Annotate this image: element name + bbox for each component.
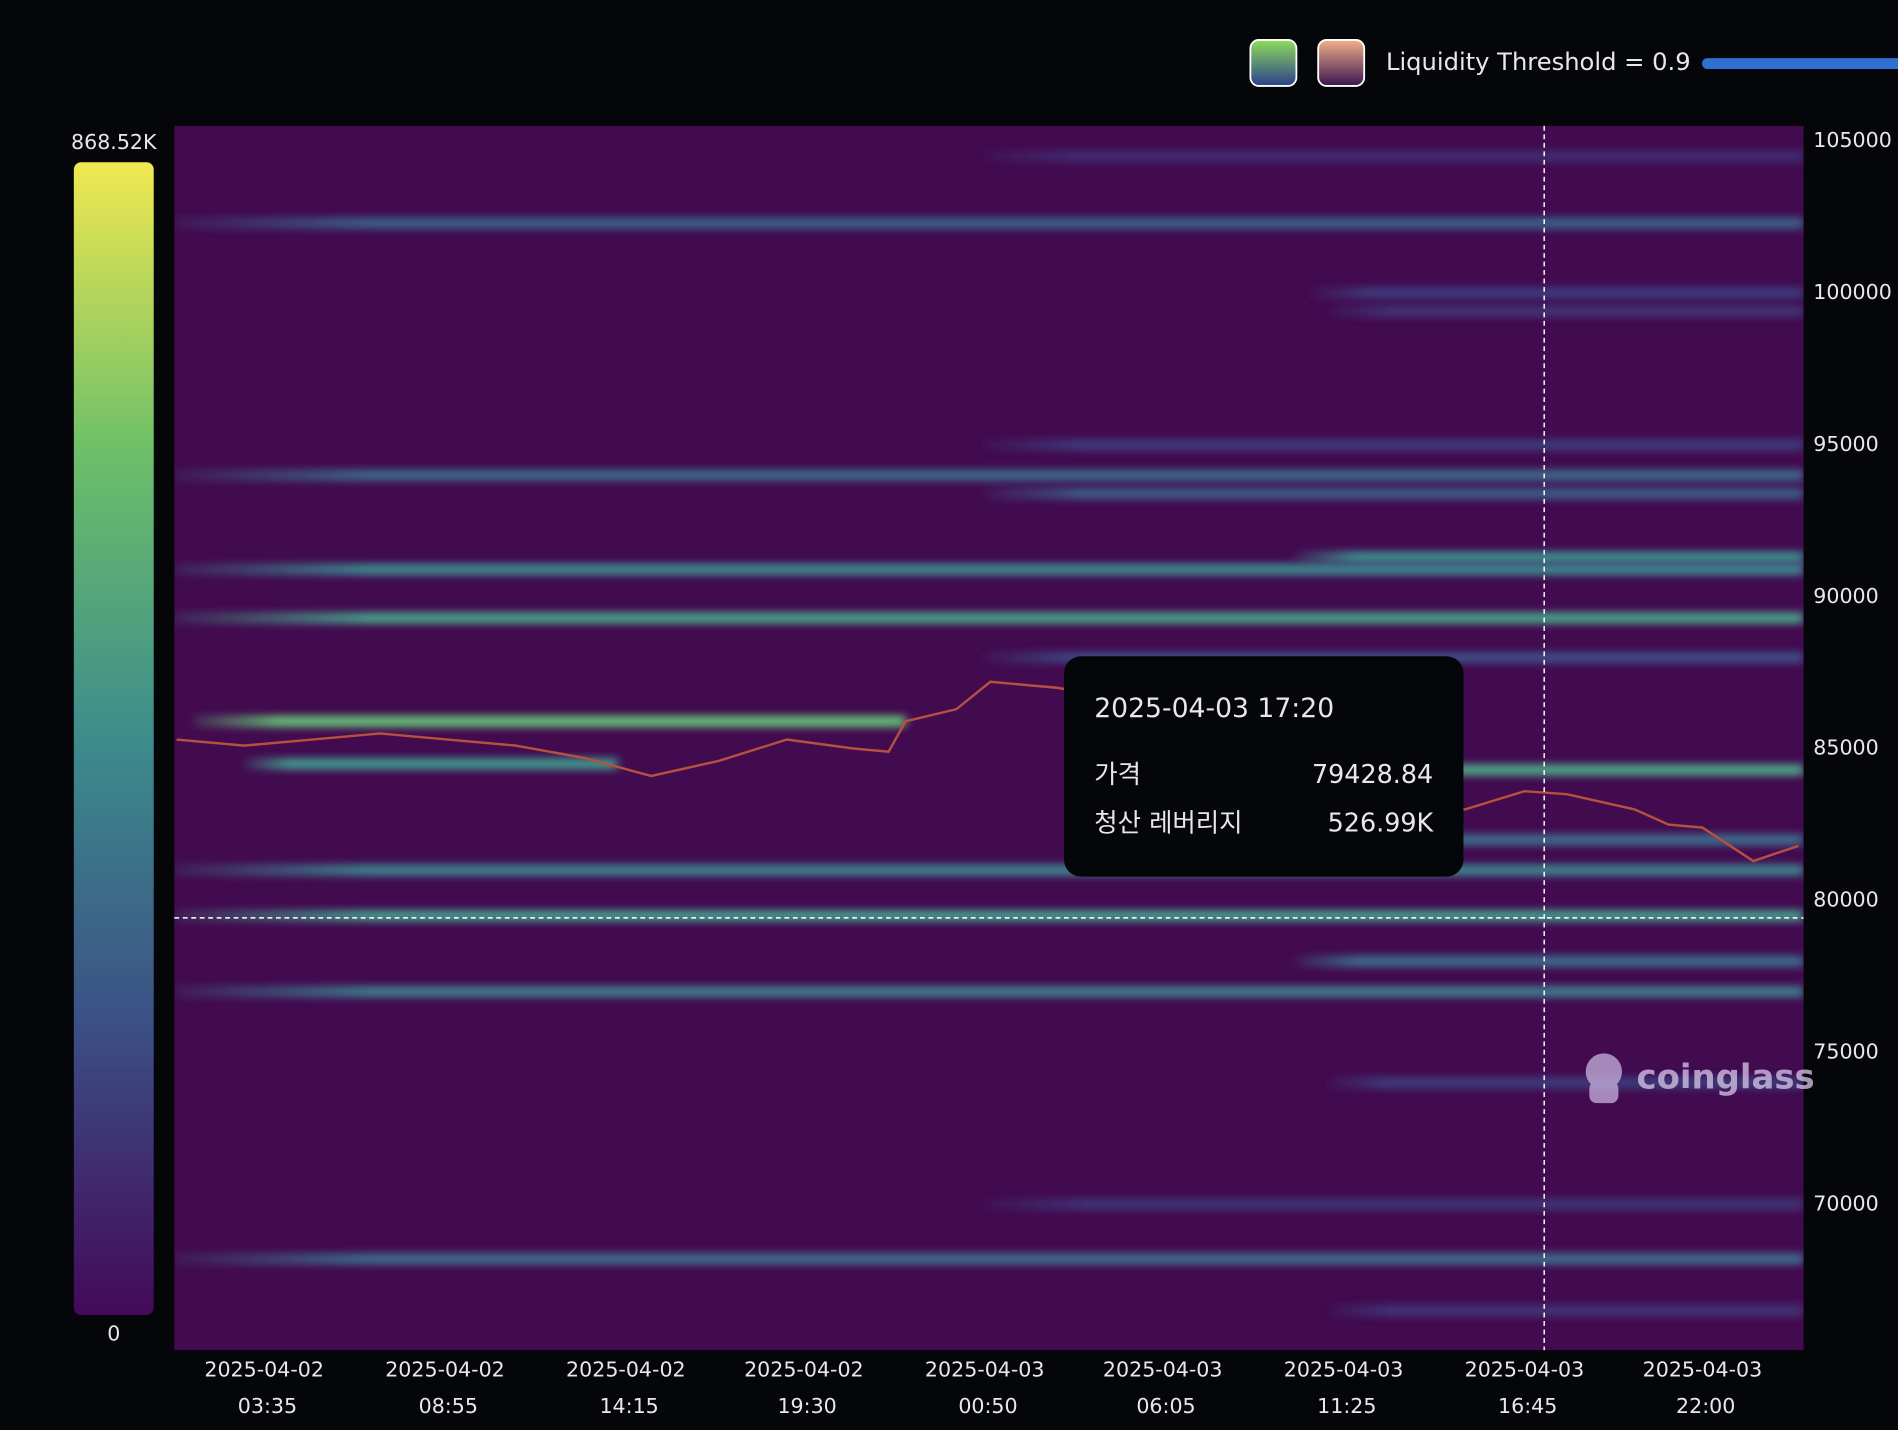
tooltip-label: 청산 레버리지 [1094, 808, 1242, 838]
y-tick-label: 105000 [1813, 128, 1892, 152]
x-tick-label: 2025-04-03 11:25 [1284, 1358, 1404, 1418]
liquidity-band [1295, 955, 1804, 968]
y-tick-label: 95000 [1813, 432, 1878, 456]
legend-swatch[interactable] [1249, 39, 1298, 87]
y-tick-label: 100000 [1813, 280, 1892, 304]
overlay: 105000 100000 95000 90000 85000 80000 75000 700… [71, 125, 1892, 1418]
y-tick-label: 75000 [1813, 1039, 1878, 1063]
threshold-slider[interactable] [1701, 58, 1898, 70]
x-tick-label: 2025-04-02 14:15 [566, 1358, 686, 1418]
x-tick-label: 2025-04-03 00:50 [925, 1358, 1045, 1418]
liquidity-band [193, 715, 906, 728]
tooltip-label: 가격 [1094, 759, 1141, 789]
watermark-icon [1585, 1053, 1623, 1090]
x-tick-label: 2025-04-03 06:05 [1103, 1358, 1223, 1418]
watermark-text: coinglass [1637, 1057, 1815, 1096]
liquidity-band [174, 469, 1804, 482]
colorbar [73, 162, 154, 1315]
liquidity-band [1295, 551, 1804, 564]
x-tick-label: 2025-04-03 22:00 [1643, 1358, 1763, 1418]
liquidity-band [174, 864, 1804, 877]
liquidity-band [1329, 1304, 1804, 1317]
y-tick-label: 90000 [1813, 584, 1878, 608]
tooltip-value: 526.99K [1328, 808, 1435, 838]
liquidity-band [984, 1198, 1804, 1211]
liquidity-band [984, 438, 1804, 451]
colorbar-label: 0 [107, 1321, 120, 1345]
liquidity-band [1329, 305, 1804, 318]
liquidity-band [174, 611, 1804, 625]
y-tick-label: 85000 [1813, 736, 1878, 760]
x-tick-label: 2025-04-03 16:45 [1465, 1358, 1585, 1418]
legend-label: Liquidity Threshold = 0.9 [1386, 48, 1691, 76]
liquidity-band [174, 217, 1804, 230]
colorbar-label: 868.52K [71, 130, 157, 154]
liquidity-band [984, 487, 1804, 500]
liquidity-band [1312, 286, 1804, 300]
liquidity-band [984, 150, 1804, 163]
x-tick-label: 2025-04-02 19:30 [744, 1358, 864, 1418]
x-tick-label: 2025-04-02 08:55 [385, 1358, 505, 1418]
liquidity-band [1329, 1076, 1804, 1089]
y-tick-label: 70000 [1813, 1191, 1878, 1215]
price-line [176, 680, 1799, 863]
liquidity-band [174, 1252, 1804, 1266]
liquidity-band [174, 563, 1804, 576]
liquidity-band [174, 909, 1804, 922]
y-tick-label: 80000 [1813, 888, 1878, 912]
legend-swatch[interactable] [1317, 39, 1366, 87]
tooltip-time: 2025-04-03 17:20 [1094, 693, 1334, 724]
tooltip: 2025-04-03 17:20 가격 79428.84 청산 레버리지 526.99K [1063, 656, 1464, 877]
tooltip-value: 79428.84 [1312, 759, 1433, 789]
liquidity-band [174, 985, 1804, 998]
plot-area [174, 125, 1804, 1351]
liquidity-band [244, 757, 618, 770]
watermark-icon [1589, 1081, 1619, 1104]
tooltip-box [1063, 656, 1464, 877]
x-tick-label: 2025-04-02 03:35 [204, 1358, 324, 1418]
watermark: coinglass [1585, 1053, 1815, 1104]
